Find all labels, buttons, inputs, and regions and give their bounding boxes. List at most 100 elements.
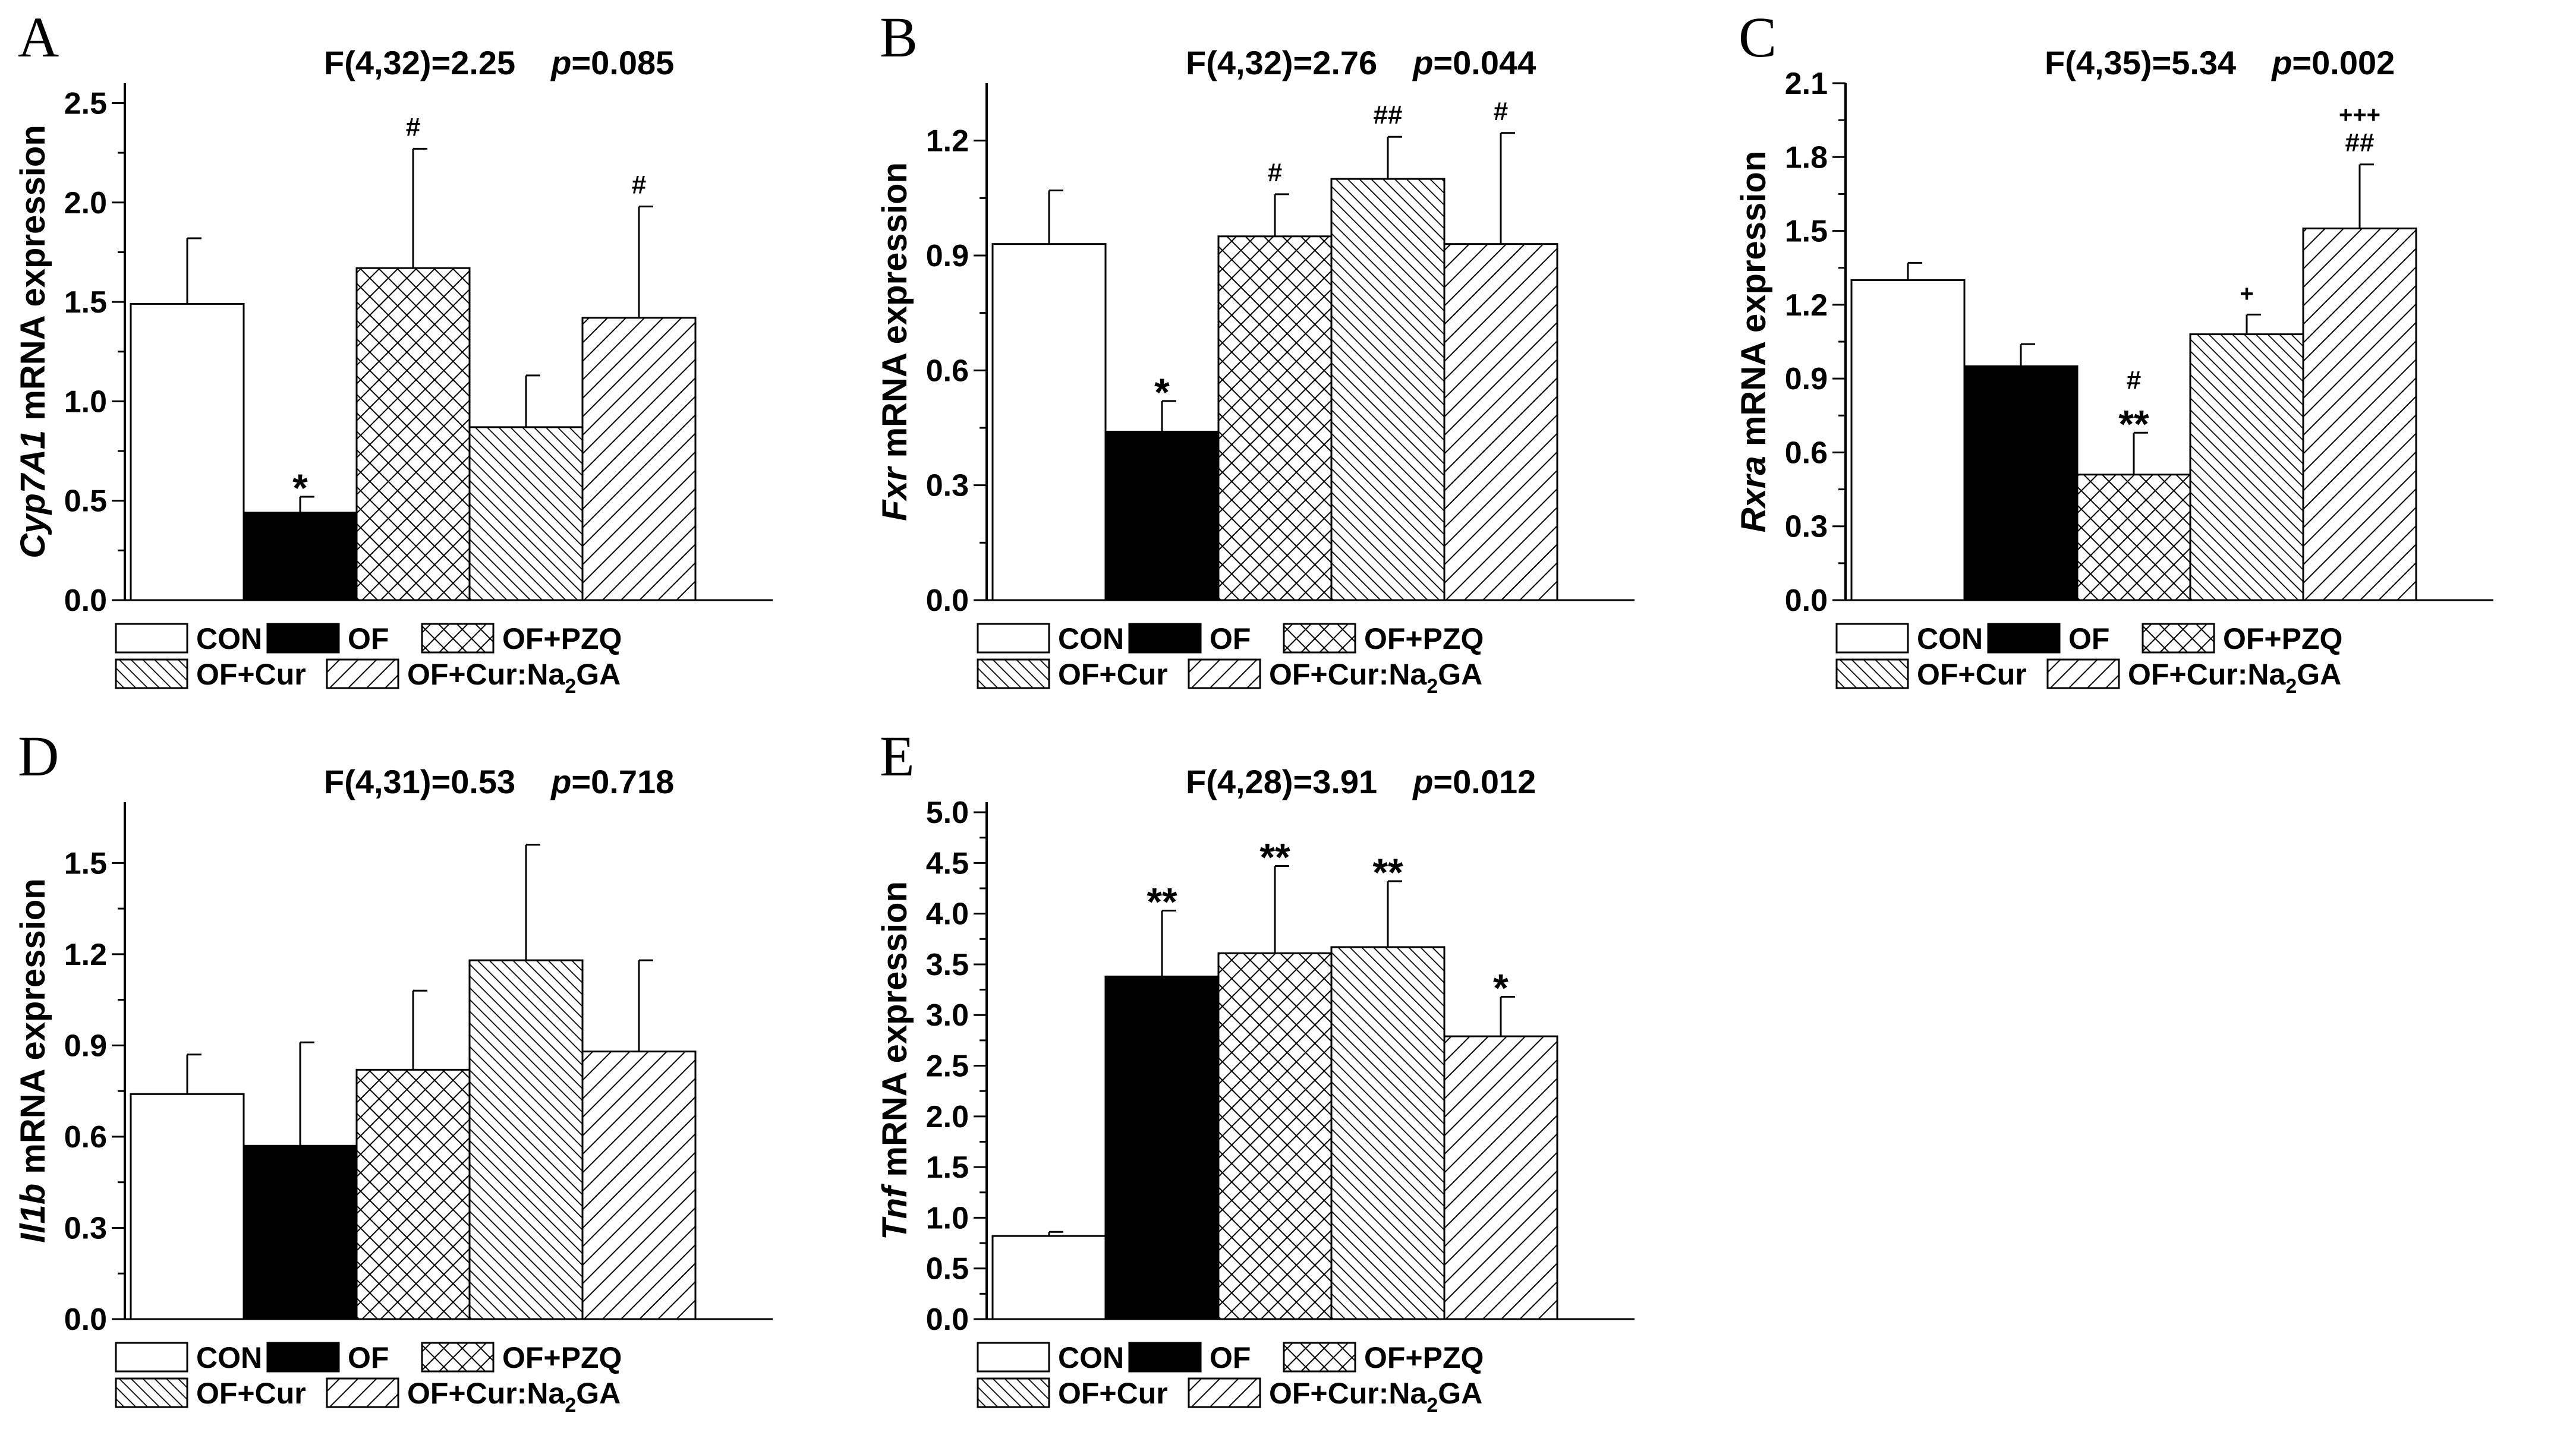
significance-marker: # — [1268, 158, 1282, 187]
bar-naga — [1443, 243, 1558, 601]
y-tick-label: 0.0 — [64, 1302, 107, 1337]
legend-label-pzq: OF+PZQ — [1364, 1341, 1484, 1374]
anova-statistic: F(4,32)=2.25 p=0.085 — [324, 44, 674, 81]
y-axis-label: Fxr mRNA expression — [876, 162, 914, 521]
bar-con — [130, 1093, 245, 1320]
bar-cur — [2189, 333, 2304, 601]
legend-label-tail: GA — [576, 658, 621, 691]
y-tick-label: 0.9 — [1785, 362, 1828, 396]
bar-pzq — [1217, 952, 1333, 1320]
significance-marker: * — [292, 466, 308, 510]
legend-label-main: OF — [1210, 1341, 1251, 1374]
legend-swatch-naga — [2046, 658, 2120, 689]
legend-swatch-cur — [115, 1377, 188, 1408]
significance-marker: ## — [2345, 128, 2375, 157]
legend-label-cur: OF+Cur — [1058, 1377, 1168, 1410]
anova-statistic: F(4,28)=3.91 p=0.012 — [1186, 763, 1536, 800]
legend-label-main: OF+Cur:Na — [1269, 658, 1428, 691]
legend-label-main: OF+Cur — [1058, 658, 1168, 691]
chart-panel-c: C F(4,35)=5.34 p=0.002 Rxra mRNA expression… — [1734, 5, 2493, 698]
anova-f-value: F(4,31)=0.53 — [324, 763, 515, 800]
y-tick-label: 0.6 — [64, 1120, 107, 1155]
legend-label-main: OF+PZQ — [1364, 1341, 1484, 1374]
legend-label-cur: OF+Cur — [1917, 658, 2027, 691]
bar-cur — [468, 959, 584, 1320]
legend-swatch-of — [266, 1342, 340, 1373]
legend-swatch-cur — [977, 658, 1050, 689]
panel-letter: D — [18, 724, 59, 788]
legend-swatch-naga — [326, 1377, 399, 1408]
chart-panel-e: E F(4,28)=3.91 p=0.012 Tnf mRNA expression *… — [876, 724, 1635, 1417]
anova-statistic: F(4,35)=5.34 p=0.002 — [2045, 44, 2395, 81]
significance-marker: * — [1493, 966, 1509, 1010]
bar-naga — [1443, 1035, 1558, 1320]
anova-statistic: F(4,31)=0.53 p=0.718 — [324, 763, 674, 800]
gene-name: Rxra — [1734, 456, 1773, 532]
legend-label-main: OF+PZQ — [502, 1341, 622, 1374]
legend-label-naga: OF+Cur:Na2GA — [1269, 1377, 1482, 1417]
legend-swatch-pzq — [421, 1342, 495, 1373]
significance-marker: # — [2127, 365, 2141, 395]
significance-marker: + — [2240, 280, 2253, 307]
legend-label-con: CON — [1058, 622, 1124, 655]
y-tick-label: 1.0 — [926, 1201, 969, 1235]
legend-label-main: CON — [1917, 622, 1983, 655]
significance-marker: * — [1154, 370, 1170, 414]
anova-p-value: =0.085 — [571, 44, 674, 81]
legend-label-main: CON — [196, 1341, 262, 1374]
legend-label-of: OF — [1210, 622, 1251, 655]
legend-label-main: OF+Cur:Na — [2128, 658, 2287, 691]
legend-label-naga: OF+Cur:Na2GA — [407, 1377, 621, 1417]
legend-label-main: OF+Cur — [196, 1377, 306, 1410]
legend-label-cur: OF+Cur — [196, 1377, 306, 1410]
legend-label-main: OF — [348, 1341, 389, 1374]
anova-f-value: F(4,32)=2.25 — [324, 44, 515, 81]
legend-swatch-con — [977, 1342, 1050, 1373]
legend-label-main: OF — [1210, 622, 1251, 655]
significance-marker: ** — [1372, 850, 1403, 894]
y-tick-label: 3.0 — [926, 998, 969, 1033]
anova-statistic: F(4,32)=2.76 p=0.044 — [1186, 44, 1536, 81]
y-tick-label: 0.3 — [926, 469, 969, 503]
legend-label-cur: OF+Cur — [1058, 658, 1168, 691]
significance-marker: +++ — [2339, 102, 2380, 128]
legend-label-pzq: OF+PZQ — [502, 622, 622, 655]
legend-label-tail: GA — [1438, 658, 1482, 691]
significance-marker: ** — [1147, 880, 1177, 924]
legend-label-main: CON — [1058, 622, 1124, 655]
legend-label-con: CON — [1058, 1341, 1124, 1374]
y-axis-label: Tnf mRNA expression — [876, 881, 914, 1240]
legend: CON OF OF+PZQ OF+Cur OF+Cur:Na2GA — [115, 1341, 622, 1417]
bar-cur — [1330, 946, 1446, 1320]
gene-name: Fxr — [876, 465, 914, 521]
legend-label-subscript: 2 — [565, 675, 576, 698]
bar-con — [991, 1235, 1107, 1320]
bar-con — [1850, 279, 1966, 601]
y-tick-label: 1.2 — [64, 938, 107, 972]
significance-marker: # — [406, 112, 420, 141]
bar-naga — [581, 317, 697, 601]
y-tick-label: 1.5 — [1785, 215, 1828, 249]
y-tick-label: 1.8 — [1785, 140, 1828, 175]
anova-f-value: F(4,32)=2.76 — [1186, 44, 1377, 81]
anova-p-value: =0.002 — [2292, 44, 2395, 81]
legend-label-pzq: OF+PZQ — [1364, 622, 1484, 655]
bar-con — [991, 243, 1107, 601]
legend: CON OF OF+PZQ OF+Cur OF+Cur:Na2GA — [977, 622, 1484, 698]
legend-label-subscript: 2 — [2285, 675, 2297, 698]
chart-panel-b: B F(4,32)=2.76 p=0.044 Fxr mRNA expression *… — [876, 5, 1635, 698]
legend-swatch-cur — [115, 658, 188, 689]
legend: CON OF OF+PZQ OF+Cur OF+Cur:Na2GA — [115, 622, 622, 698]
legend-label-main: OF+Cur — [1058, 1377, 1168, 1410]
legend-label-con: CON — [196, 1341, 262, 1374]
chart-panel-d: D F(4,31)=0.53 p=0.718 Il1b mRNA expression… — [14, 724, 773, 1417]
bar-of — [243, 1144, 358, 1320]
y-tick-label: 4.0 — [926, 897, 969, 932]
y-tick-label: 0.0 — [64, 583, 107, 618]
y-tick-label: 2.5 — [64, 86, 107, 121]
panel-letter: C — [1739, 5, 1777, 69]
y-axis-label-rest: mRNA expression — [14, 125, 52, 430]
legend-label-main: OF+Cur — [196, 658, 306, 691]
legend-label-main: OF+Cur — [1917, 658, 2027, 691]
legend-label-main: OF+PZQ — [2223, 622, 2342, 655]
